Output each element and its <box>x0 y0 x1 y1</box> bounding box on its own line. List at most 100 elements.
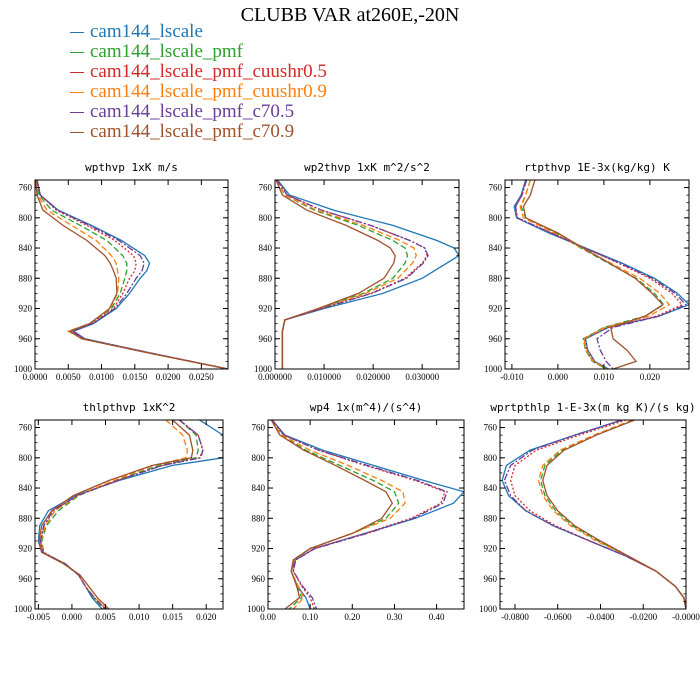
legend-item-1: cam144_lscale <box>70 22 327 42</box>
x-tick-label: 0.0000 <box>23 372 48 382</box>
series-line-6 <box>542 420 686 609</box>
y-tick-label: 960 <box>252 574 266 584</box>
x-tick-label: 0.000000 <box>258 372 292 382</box>
series-line-3 <box>276 180 428 369</box>
plot-frame <box>34 419 224 610</box>
y-tick-label: 880 <box>252 513 266 523</box>
y-tick-label: 960 <box>484 574 498 584</box>
x-tick-label: -0.0000 <box>672 612 700 622</box>
x-tick-label: -0.0200 <box>629 612 657 622</box>
y-tick-label: 800 <box>484 453 498 463</box>
chart-title: wp4 1x(m^4)/(s^4) <box>310 401 423 414</box>
figure-title: CLUBB VAR at260E,-20N <box>240 4 460 26</box>
x-tick-label: 0.0050 <box>56 372 81 382</box>
chart-panel-2: wp2thvp 1xK m^2/s^2 760 800 840 880 920 960 100… <box>254 161 460 382</box>
series-line-1 <box>501 420 686 609</box>
y-tick-label: 760 <box>259 183 273 193</box>
series-line-6 <box>275 180 396 369</box>
legend-swatch <box>70 72 84 74</box>
plot-frame <box>267 419 465 610</box>
x-tick-label: -0.0400 <box>587 612 615 622</box>
legend-item-5: cam144_lscale_pmf_c70.5 <box>70 102 327 122</box>
y-tick-label: 840 <box>259 243 273 253</box>
y-tick-label: 880 <box>489 273 503 283</box>
plot-frame <box>274 179 460 370</box>
series-line-3 <box>514 180 684 369</box>
y-tick-label: 920 <box>489 304 503 314</box>
x-tick-label: 0.030000 <box>405 372 439 382</box>
x-tick-label: 0.10 <box>302 612 318 622</box>
y-tick-label: 880 <box>19 273 33 283</box>
x-tick-label: 0.0250 <box>189 372 214 382</box>
legend-label: cam144_lscale_pmf_cuushr0.9 <box>90 81 327 102</box>
series-line-5 <box>276 180 429 369</box>
y-tick-label: 1000 <box>484 364 503 374</box>
series-line-5 <box>503 420 686 609</box>
y-tick-label: 960 <box>489 334 503 344</box>
y-tick-label: 960 <box>259 334 273 344</box>
x-tick-label: 0.010 <box>594 372 615 382</box>
series-line-5 <box>514 180 687 369</box>
y-tick-label: 920 <box>484 544 498 554</box>
series-line-1 <box>36 180 228 369</box>
series-line-5 <box>39 420 204 609</box>
legend-item-3: cam144_lscale_pmf_cuushr0.5 <box>70 62 327 82</box>
plot-frame <box>504 179 690 370</box>
y-tick-label: 1000 <box>479 604 498 614</box>
legend-swatch <box>70 132 84 134</box>
legend-item-2: cam144_lscale_pmf <box>70 42 327 62</box>
legend-swatch <box>70 52 84 54</box>
legend-label: cam144_lscale_pmf_c70.5 <box>90 101 295 122</box>
plot-frame <box>34 179 229 370</box>
y-tick-label: 920 <box>19 544 33 554</box>
y-tick-label: 880 <box>19 513 33 523</box>
series-line-3 <box>510 420 686 609</box>
x-tick-label: 0.0150 <box>122 372 147 382</box>
x-tick-label: 0.0100 <box>89 372 114 382</box>
series-line-6 <box>522 180 664 369</box>
y-tick-label: 800 <box>19 453 33 463</box>
series-line-3 <box>39 420 204 609</box>
series-line-3 <box>271 420 446 609</box>
chart-panel-5: wp4 1x(m^4)/(s^4)76080084088092096010000… <box>247 401 465 622</box>
x-tick-label: 0.010 <box>129 612 150 622</box>
y-tick-label: 760 <box>19 183 33 193</box>
chart-title: wpthvp 1xK m/s <box>85 161 178 174</box>
series-line-6 <box>35 180 228 369</box>
series-line-5 <box>36 180 228 369</box>
series-line-5 <box>271 420 448 609</box>
y-tick-label: 920 <box>19 304 33 314</box>
y-tick-label: 760 <box>484 423 498 433</box>
y-tick-label: 800 <box>19 213 33 223</box>
legend-label: cam144_lscale_pmf <box>90 41 244 62</box>
x-tick-label: -0.0800 <box>501 612 529 622</box>
chart-panel-1: wpthvp 1xK m/s76080084088092096010000.00… <box>14 161 229 382</box>
series-line-6 <box>38 420 194 609</box>
x-tick-label: 0.0200 <box>156 372 181 382</box>
series-line-6 <box>270 420 394 609</box>
x-tick-label: 0.40 <box>429 612 445 622</box>
chart-title: wprtpthlp 1-E-3x(m kg K)/(s kg) <box>490 401 695 414</box>
y-tick-label: 880 <box>259 273 273 283</box>
plot-frame <box>499 419 687 610</box>
series-line-4 <box>35 180 228 369</box>
series-line-2 <box>41 420 199 609</box>
y-tick-label: 920 <box>259 304 273 314</box>
y-tick-label: 840 <box>489 243 503 253</box>
chart-title: rtpthvp 1E-3x(kg/kg) K <box>524 161 670 174</box>
x-tick-label: 0.30 <box>387 612 403 622</box>
y-tick-label: 960 <box>19 574 33 584</box>
series-line-1 <box>37 420 223 609</box>
y-tick-label: 840 <box>484 483 498 493</box>
legend-item-4: cam144_lscale_pmf_cuushr0.9 <box>70 82 327 102</box>
x-tick-label: -0.0600 <box>544 612 572 622</box>
x-tick-label: -0.010 <box>500 372 524 382</box>
chart-panel-6: wprtpthlp 1-E-3x(m kg K)/(s kg) 760 800 840… <box>479 401 700 622</box>
legend-label: cam144_lscale_pmf_c70.9 <box>90 121 295 142</box>
series-line-2 <box>275 180 409 369</box>
y-tick-label: 800 <box>252 453 266 463</box>
series-line-1 <box>513 180 689 369</box>
y-tick-label: 880 <box>484 513 498 523</box>
x-tick-label: 0.00 <box>260 612 276 622</box>
